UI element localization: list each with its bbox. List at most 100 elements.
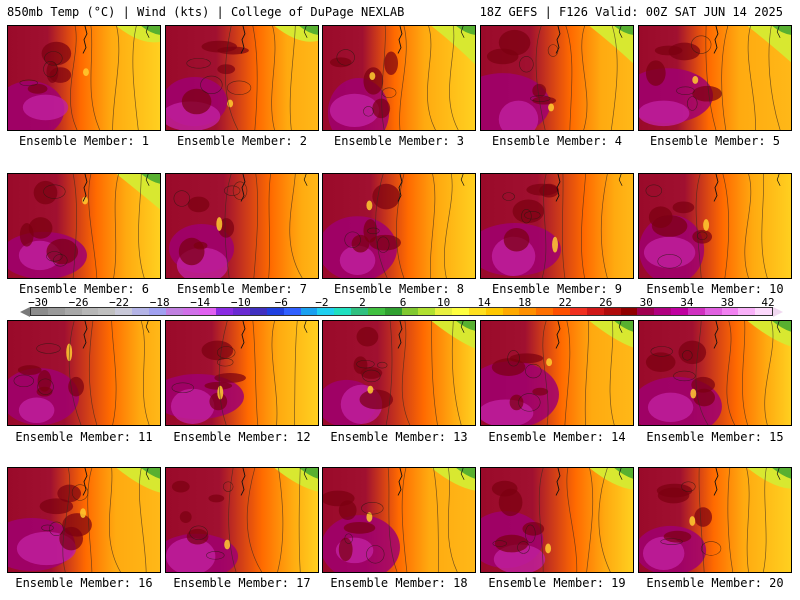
map-panel-member-17 bbox=[165, 467, 319, 573]
panel-label-member-19: Ensemble Member: 19 bbox=[488, 576, 626, 590]
colorbar-swatch bbox=[182, 308, 200, 315]
colorbar-swatch bbox=[47, 308, 65, 315]
colorbar-tick-label: −6 bbox=[274, 296, 288, 309]
colorbar-swatch bbox=[721, 308, 739, 315]
colorbar-swatch bbox=[31, 308, 48, 315]
colorbar-swatch bbox=[317, 308, 335, 315]
panel-label-member-8: Ensemble Member: 8 bbox=[333, 282, 465, 296]
panel-label-member-16: Ensemble Member: 16 bbox=[15, 576, 153, 590]
colorbar-right-arrow bbox=[773, 307, 783, 317]
colorbar-swatch bbox=[418, 308, 436, 315]
colorbar-swatch bbox=[570, 308, 587, 315]
colorbar-swatch bbox=[334, 308, 352, 315]
model-run-info: 18Z GEFS | F126 Valid: 00Z SAT JUN 14 20… bbox=[479, 5, 783, 19]
panel-label-member-4: Ensemble Member: 4 bbox=[491, 134, 623, 148]
colorbar-swatch bbox=[148, 308, 166, 315]
map-panel-member-19 bbox=[480, 467, 634, 573]
colorbar-tick-label: 34 bbox=[680, 296, 694, 309]
panel-label-member-2: Ensemble Member: 2 bbox=[176, 134, 308, 148]
colorbar-tick-label: −26 bbox=[68, 296, 89, 309]
colorbar-swatch bbox=[654, 308, 672, 315]
map-panel-member-16 bbox=[7, 467, 161, 573]
colorbar-swatch bbox=[738, 308, 756, 315]
colorbar-swatch bbox=[115, 308, 133, 315]
panel-label-member-20: Ensemble Member: 20 bbox=[646, 576, 784, 590]
colorbar-tick-label: 42 bbox=[761, 296, 775, 309]
colorbar-swatch bbox=[233, 308, 250, 315]
colorbar-swatch bbox=[384, 308, 402, 315]
map-panel-member-6 bbox=[7, 173, 161, 279]
colorbar-tick-label: −2 bbox=[315, 296, 329, 309]
map-panel-member-2 bbox=[165, 25, 319, 131]
colorbar-swatch bbox=[502, 308, 520, 315]
panel-label-member-15: Ensemble Member: 15 bbox=[646, 430, 784, 444]
colorbar-tick-label: 38 bbox=[720, 296, 735, 309]
colorbar-tick-label: 30 bbox=[639, 296, 653, 309]
colorbar-swatch bbox=[132, 308, 149, 315]
colorbar-swatch bbox=[351, 308, 368, 315]
colorbar-swatch bbox=[620, 308, 638, 315]
colorbar-swatch bbox=[553, 308, 570, 315]
colorbar-swatch bbox=[687, 308, 705, 315]
map-panel-member-15 bbox=[638, 320, 792, 426]
panel-label-member-9: Ensemble Member: 9 bbox=[491, 282, 623, 296]
colorbar-swatch bbox=[452, 308, 469, 315]
colorbar-swatch bbox=[81, 308, 99, 315]
colorbar-tick-label: −14 bbox=[190, 296, 211, 309]
temperature-colorbar bbox=[30, 307, 773, 316]
map-panel-member-5 bbox=[638, 25, 792, 131]
map-panel-member-11 bbox=[7, 320, 161, 426]
map-panel-member-18 bbox=[322, 467, 476, 573]
panel-label-member-17: Ensemble Member: 17 bbox=[173, 576, 311, 590]
colorbar-tick-label: 6 bbox=[399, 296, 407, 309]
map-panel-member-12 bbox=[165, 320, 319, 426]
colorbar-tick-label: 10 bbox=[436, 296, 451, 309]
map-title: 850mb Temp (°C) | Wind (kts) | College o… bbox=[7, 5, 405, 19]
map-panel-member-20 bbox=[638, 467, 792, 573]
panel-label-member-12: Ensemble Member: 12 bbox=[173, 430, 311, 444]
panel-label-member-10: Ensemble Member: 10 bbox=[646, 282, 784, 296]
panel-label-member-1: Ensemble Member: 1 bbox=[18, 134, 150, 148]
colorbar-swatch bbox=[401, 308, 419, 315]
colorbar-swatch bbox=[216, 308, 234, 315]
colorbar-swatch bbox=[603, 308, 621, 315]
colorbar-swatch bbox=[300, 308, 318, 315]
panel-label-member-3: Ensemble Member: 3 bbox=[333, 134, 465, 148]
colorbar-swatch bbox=[283, 308, 301, 315]
colorbar-swatch bbox=[367, 308, 385, 315]
colorbar-swatch bbox=[435, 308, 453, 315]
colorbar-swatch bbox=[586, 308, 604, 315]
colorbar-tick-label: 14 bbox=[477, 296, 491, 309]
colorbar-swatch bbox=[199, 308, 217, 315]
colorbar-swatch bbox=[468, 308, 486, 315]
colorbar-swatch bbox=[98, 308, 116, 315]
colorbar-tick-label: 18 bbox=[518, 296, 532, 309]
panel-label-member-18: Ensemble Member: 18 bbox=[330, 576, 468, 590]
colorbar-swatch bbox=[704, 308, 722, 315]
colorbar-tick-label: −10 bbox=[230, 296, 251, 309]
colorbar-tick-label: −30 bbox=[28, 296, 48, 309]
colorbar-swatch bbox=[536, 308, 554, 315]
map-panel-member-7 bbox=[165, 173, 319, 279]
colorbar-swatch bbox=[519, 308, 537, 315]
map-panel-member-9 bbox=[480, 173, 634, 279]
colorbar-tick-label: 26 bbox=[599, 296, 613, 309]
map-panel-member-8 bbox=[322, 173, 476, 279]
panel-label-member-5: Ensemble Member: 5 bbox=[649, 134, 781, 148]
colorbar-left-arrow bbox=[20, 307, 30, 317]
map-panel-member-4 bbox=[480, 25, 634, 131]
map-panel-member-3 bbox=[322, 25, 476, 131]
map-panel-member-13 bbox=[322, 320, 476, 426]
map-panel-member-1 bbox=[7, 25, 161, 131]
panel-label-member-6: Ensemble Member: 6 bbox=[18, 282, 150, 296]
colorbar-swatch bbox=[64, 308, 82, 315]
map-panel-member-14 bbox=[480, 320, 634, 426]
colorbar-tick-label: −22 bbox=[109, 296, 130, 309]
panel-label-member-13: Ensemble Member: 13 bbox=[330, 430, 468, 444]
colorbar-tick-label: −18 bbox=[149, 296, 170, 309]
panel-label-member-11: Ensemble Member: 11 bbox=[15, 430, 153, 444]
colorbar-swatch bbox=[485, 308, 503, 315]
colorbar-swatch bbox=[165, 308, 183, 315]
colorbar-tick-label: 22 bbox=[558, 296, 572, 309]
colorbar-tick-label: 2 bbox=[359, 296, 366, 309]
